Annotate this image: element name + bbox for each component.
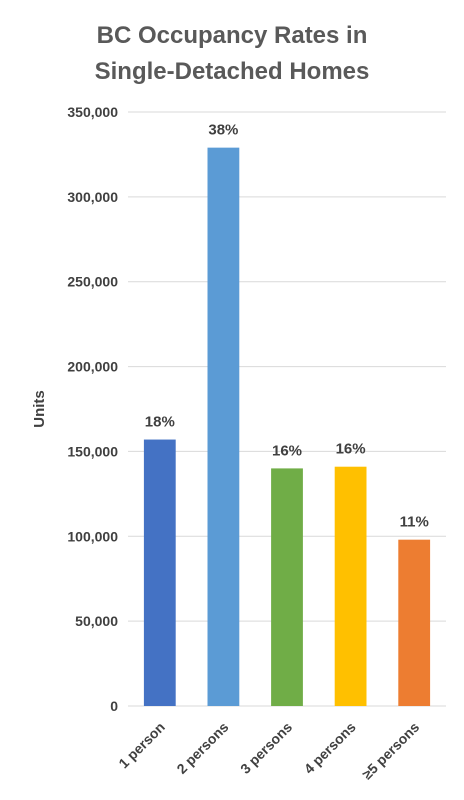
x-tick-label: 2 persons: [173, 719, 231, 777]
bars: [143, 147, 431, 706]
y-tick-label: 50,000: [75, 613, 118, 629]
x-axis-ticks: 1 person 2 persons 3 persons 4 persons ≥5 pe…: [115, 719, 422, 783]
data-label: 16%: [272, 442, 302, 459]
y-tick-label: 350,000: [67, 104, 118, 120]
chart-title-line-2: Single-Detached Homes: [95, 58, 370, 85]
bar: [143, 439, 176, 706]
x-tick-label: 3 persons: [237, 719, 295, 777]
y-axis-label: Units: [31, 390, 48, 428]
data-labels: 18% 38% 16% 16% 11%: [145, 122, 429, 531]
data-label: 16%: [336, 441, 366, 458]
y-tick-label: 100,000: [67, 528, 118, 544]
x-tick-label: 4 persons: [301, 719, 359, 777]
y-axis-ticks: 0 50,000 100,000 150,000 200,000 250,000 300,0…: [67, 104, 118, 714]
x-tick-label: 1 person: [115, 719, 168, 772]
y-tick-label: 200,000: [67, 359, 118, 375]
x-tick-label: ≥5 persons: [359, 719, 423, 783]
bar: [334, 466, 367, 706]
bar: [271, 468, 303, 706]
data-label: 18%: [145, 414, 175, 431]
data-label: 38%: [208, 122, 238, 139]
data-label: 11%: [400, 514, 429, 531]
bar: [398, 539, 431, 706]
bar: [207, 147, 240, 706]
y-tick-label: 250,000: [67, 274, 118, 290]
y-tick-label: 300,000: [67, 189, 118, 205]
y-tick-label: 0: [110, 698, 118, 714]
chart-title-line-1: BC Occupancy Rates in: [97, 22, 368, 49]
y-tick-label: 150,000: [67, 443, 118, 459]
